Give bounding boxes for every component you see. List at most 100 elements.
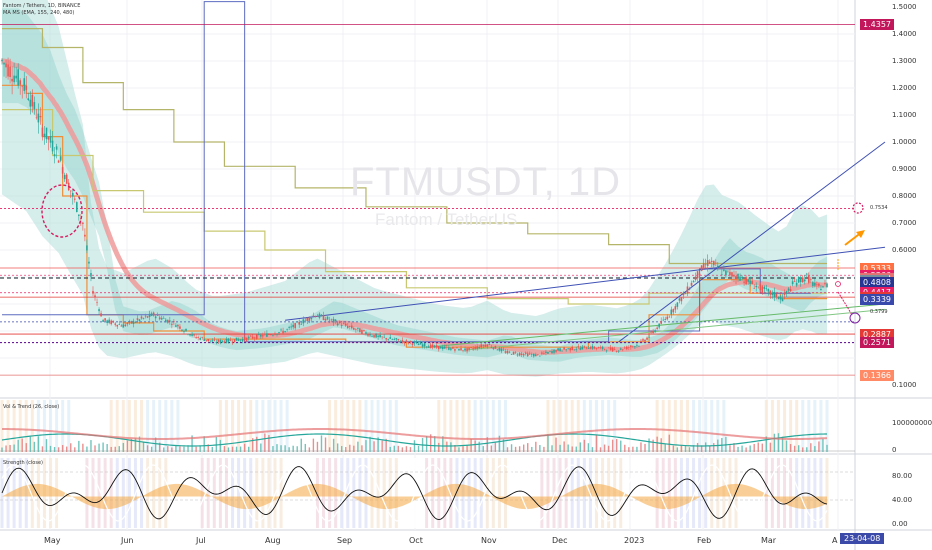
candle-body [712, 261, 715, 266]
candle-body [181, 329, 183, 331]
volume-bar [704, 442, 707, 452]
candle-body [130, 321, 133, 324]
candle-body [706, 260, 709, 266]
volume-bar [49, 445, 52, 452]
candle-body [9, 66, 11, 78]
candle-body [506, 351, 509, 354]
candle-body [274, 333, 276, 335]
candle-body [789, 289, 792, 292]
candle-body [468, 347, 470, 350]
vol-bg-strip [534, 400, 538, 452]
volume-bar [660, 438, 662, 452]
candle-body [383, 336, 385, 338]
volume-bar [567, 444, 569, 452]
vol-bg-strip [752, 400, 756, 452]
volume-bar [146, 445, 149, 452]
candle-body [543, 353, 545, 354]
candle-body [516, 354, 519, 356]
candle-body [124, 324, 127, 327]
strength-bg-strip [115, 458, 119, 528]
candle-body [553, 349, 555, 353]
volume-bar [777, 433, 780, 452]
vol-pane-label: Vol & Trend (26, close) [3, 404, 60, 410]
candle-body [203, 339, 206, 341]
candle-body [502, 349, 505, 351]
vol-bg-strip [813, 400, 817, 452]
strength-bg-strip [491, 458, 495, 528]
volume-bar [227, 447, 230, 452]
vol-bg-strip [152, 400, 156, 452]
volume-bar [413, 440, 416, 452]
strength-bg-strip [655, 458, 659, 528]
candle-body [264, 333, 266, 335]
volume-bar [696, 442, 699, 452]
volume-bar [312, 438, 315, 452]
volume-bar [94, 445, 96, 452]
volume-bar [571, 446, 573, 452]
volume-bar [442, 436, 444, 452]
volume-bar [86, 446, 88, 452]
candle-body [205, 340, 208, 341]
time-axis-label: A [832, 536, 838, 545]
candle-body [652, 330, 654, 334]
candle-body [395, 338, 398, 340]
candle-body [569, 348, 571, 351]
volume-bar [272, 446, 274, 452]
candle-body [644, 339, 646, 342]
vol-bg-strip [297, 400, 301, 452]
path-arrow [837, 291, 853, 316]
volume-bar [118, 446, 120, 452]
strength-bg-strip [370, 458, 374, 528]
strength-bg-strip [685, 458, 689, 528]
candle-body [413, 341, 416, 344]
target-lower-label: 0.3799 [870, 309, 888, 315]
candle-body [454, 349, 456, 351]
strength-bg-strip [103, 458, 107, 528]
volume-bar [474, 440, 476, 452]
vol-bg-strip [576, 400, 580, 452]
vol-bg-strip [625, 400, 629, 452]
candle-body [518, 353, 521, 356]
strength-bg-strip [649, 458, 653, 528]
candle-body [565, 349, 567, 351]
candle-body [747, 279, 749, 282]
candle-body [708, 261, 711, 264]
strength-bg-strip [503, 458, 507, 528]
volume-bar [522, 444, 525, 452]
candle-body [353, 327, 355, 330]
candle-body [524, 352, 527, 354]
vol-bg-strip [770, 400, 774, 452]
candle-body [409, 340, 412, 343]
candle-body [342, 323, 345, 325]
candle-body [541, 352, 543, 354]
vol-bg-strip [334, 400, 338, 452]
vol-bg-strip [704, 400, 708, 452]
strength-axis-tick: 40.00 [892, 496, 913, 504]
vol-bg-strip [346, 400, 350, 452]
candle-body [634, 346, 636, 348]
volume-bar [486, 437, 488, 452]
vol-bg-strip [728, 400, 732, 452]
volume-bar [207, 444, 209, 452]
volume-bar [37, 436, 40, 452]
candle-body [118, 324, 121, 325]
vol-bg-strip [716, 400, 720, 452]
candle-body [239, 339, 242, 341]
vol-bg-strip [164, 400, 168, 452]
candle-body [371, 336, 373, 337]
vol-bg-strip [497, 400, 501, 452]
volume-bar [357, 441, 359, 452]
candle-body [419, 342, 422, 345]
candle-body [672, 309, 675, 313]
candle-body [300, 323, 303, 325]
candle-body [35, 117, 38, 119]
volume-bar [664, 444, 666, 452]
vol-bg-strip [667, 400, 671, 452]
candle-body [510, 354, 513, 355]
candle-body [573, 349, 576, 351]
vol-bg-strip [564, 400, 568, 452]
volume-bar [401, 447, 404, 452]
vol-bg-strip [558, 400, 562, 452]
candle-body [698, 273, 701, 275]
